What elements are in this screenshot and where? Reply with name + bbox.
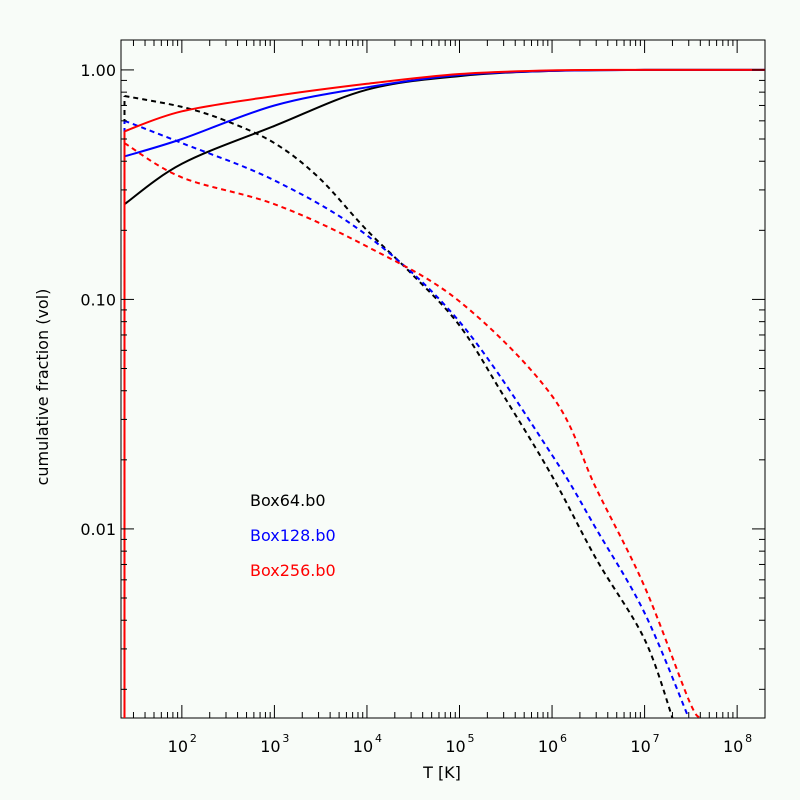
x-tick-exponent-2: 3 [282, 732, 289, 745]
legend-entry-3: Box256.b0 [250, 561, 336, 580]
series-2-dashed-line [124, 119, 690, 719]
legend: Box64.b0 Box128.b0 Box256.b0 [250, 491, 336, 580]
y-tick-label-2: 0.10 [80, 290, 116, 309]
x-tick-exponent-4: 5 [467, 732, 474, 745]
axes-group: 10 2 10 3 10 4 10 5 10 6 10 7 10 81.000.100.01 [80, 40, 766, 756]
y-tick-label-1: 1.00 [80, 61, 116, 80]
x-tick-exponent-3: 4 [375, 732, 382, 745]
series-group [123, 68, 766, 719]
plot-frame [120, 39, 766, 719]
x-tick-label-7: 10 [723, 737, 743, 756]
x-tick-exponent-6: 7 [653, 732, 660, 745]
x-tick-exponent-7: 8 [745, 732, 752, 745]
series-1-dashed-line [124, 95, 674, 719]
x-tick-label-5: 10 [538, 737, 558, 756]
x-tick-label-1: 10 [168, 737, 188, 756]
x-tick-exponent-5: 6 [560, 732, 567, 745]
series-3-dashed-line [123, 142, 702, 719]
legend-entry-2: Box128.b0 [250, 526, 336, 545]
series-3-solid-line [124, 68, 766, 133]
x-tick-label-2: 10 [260, 737, 280, 756]
x-tick-label-3: 10 [353, 737, 373, 756]
x-tick-exponent-1: 2 [190, 732, 197, 745]
y-tick-label-3: 0.01 [80, 520, 116, 539]
x-tick-label-6: 10 [630, 737, 650, 756]
y-axis-label: cumulative fraction (vol) [33, 289, 52, 486]
x-axis-label: T [K] [422, 763, 461, 782]
plot-area [120, 39, 766, 719]
x-tick-label-4: 10 [445, 737, 465, 756]
legend-entry-1: Box64.b0 [250, 491, 326, 510]
